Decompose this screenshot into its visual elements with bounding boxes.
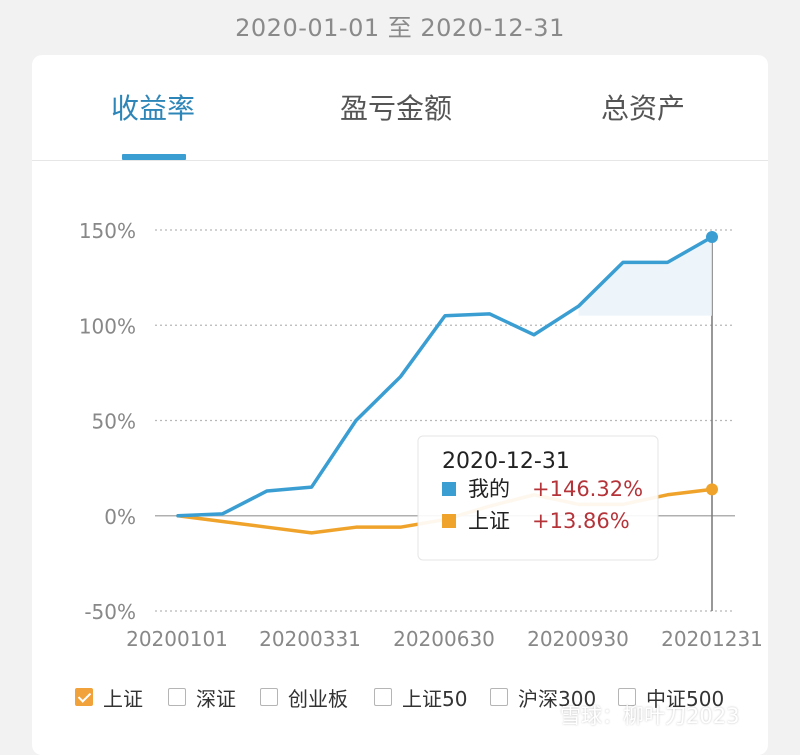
- tab-bar: 收益率 盈亏金额 总资产: [32, 55, 768, 161]
- tooltip-series-name: 我的: [468, 477, 510, 501]
- legend-label: 上证50: [402, 686, 468, 711]
- series-line-mine: [176, 235, 714, 518]
- x-tick-label: 20200930: [527, 627, 629, 651]
- legend-label: 沪深300: [518, 686, 597, 711]
- x-tick-label: 20200331: [259, 627, 361, 651]
- legend-label: 中证500: [646, 686, 725, 711]
- legend-item-sse50[interactable]: 上证50: [374, 680, 467, 714]
- tab-total-assets[interactable]: 总资产: [601, 92, 686, 125]
- checkbox-checked-icon[interactable]: [75, 688, 93, 706]
- tooltip-series-value: +13.86%: [532, 509, 630, 533]
- checkbox-icon[interactable]: [490, 688, 508, 706]
- y-tick-label: 50%: [92, 410, 136, 434]
- tooltip-date: 2020-12-31: [442, 449, 570, 474]
- chart-card: 收益率 盈亏金额 总资产: [32, 55, 768, 755]
- checkbox-icon[interactable]: [618, 688, 636, 706]
- checkbox-icon[interactable]: [168, 688, 186, 706]
- tooltip: 2020-12-31 我的 +146.32% 上证 +13.86%: [417, 435, 659, 561]
- legend-label: 创业板: [288, 686, 348, 711]
- y-tick-label: -50%: [84, 600, 136, 624]
- y-tick-label: 100%: [79, 314, 136, 338]
- legend-item-csi300[interactable]: 沪深300: [490, 680, 596, 714]
- tab-profit-amount[interactable]: 盈亏金额: [340, 92, 453, 125]
- date-range-title: 2020-01-01 至 2020-12-31: [235, 14, 565, 42]
- legend-item-shenzhen[interactable]: 深证: [168, 680, 236, 714]
- return-chart[interactable]: 150% 100% 50% 0% -50% 20200101 20200331 2020063…: [0, 0, 800, 736]
- end-point-shanghai: [706, 483, 718, 496]
- x-tick-label: 20200101: [126, 627, 228, 651]
- checkbox-icon[interactable]: [260, 688, 278, 706]
- index-legend: 上证 深证 创业板 上证50 沪深300 中证500: [0, 680, 800, 714]
- tab-return-rate[interactable]: 收益率: [111, 92, 196, 125]
- x-tick-label: 20200630: [393, 627, 495, 651]
- tooltip-series-name: 上证: [468, 509, 510, 533]
- end-point-mine: [706, 231, 718, 244]
- x-tick-label: 20201231: [661, 627, 763, 651]
- tooltip-series-value: +146.32%: [532, 477, 643, 501]
- tooltip-box: [417, 435, 659, 561]
- active-tab-indicator: [122, 154, 186, 160]
- y-tick-label: 0%: [104, 505, 136, 529]
- legend-label: 深证: [196, 686, 236, 711]
- checkbox-icon[interactable]: [374, 688, 392, 706]
- watermark: 雪球：柳叶刀2023: [560, 704, 740, 728]
- y-tick-label: 150%: [79, 219, 136, 243]
- legend-item-csi500[interactable]: 中证500: [618, 680, 724, 714]
- legend-item-shanghai[interactable]: 上证: [75, 680, 143, 714]
- tooltip-swatch: [442, 482, 456, 496]
- legend-label: 上证: [103, 686, 143, 711]
- tooltip-swatch: [442, 514, 456, 528]
- legend-item-chinext[interactable]: 创业板: [260, 680, 348, 714]
